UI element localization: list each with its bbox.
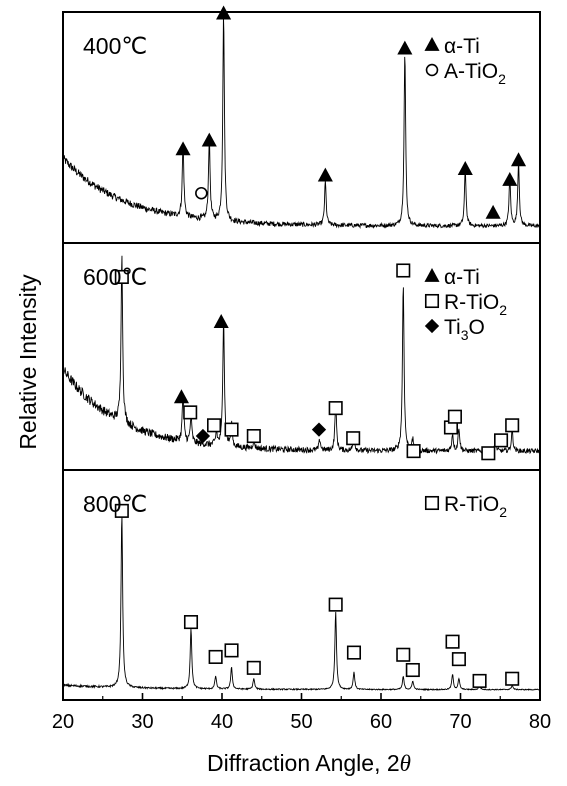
peak-marker-2-3 xyxy=(183,405,198,420)
legend-marker-2-1 xyxy=(424,267,440,282)
temperature-label-1: 400℃ xyxy=(83,33,147,59)
legend-marker-1-2 xyxy=(425,63,439,77)
x-tick-label-40: 40 xyxy=(211,711,233,733)
x-axis-label: Diffraction Angle, 2θ xyxy=(207,750,411,776)
legend-label-subscript: 2 xyxy=(498,71,506,87)
peak-marker-3-6 xyxy=(328,597,343,612)
legend-label-2-3: Ti3O xyxy=(444,316,485,343)
peak-marker-3-13 xyxy=(505,671,520,686)
peak-marker-3-1 xyxy=(114,503,129,518)
legend-label-1-2: A-TiO2 xyxy=(444,60,506,87)
legend-label-1-1: α-Ti xyxy=(444,35,480,58)
legend-marker-1-1 xyxy=(424,36,440,51)
peak-marker-1-2 xyxy=(201,132,217,147)
legend-label-main: α-Ti xyxy=(444,266,480,289)
peak-marker-1-5 xyxy=(397,40,413,55)
legend-marker-3-1 xyxy=(424,495,440,511)
peak-marker-3-5 xyxy=(246,660,261,675)
legend-label-suffix: O xyxy=(469,316,485,339)
legend-label-main: R-TiO xyxy=(444,493,499,516)
temperature-label-2: 600℃ xyxy=(83,264,147,290)
xrd-trace-3 xyxy=(62,516,540,691)
legend-label-subscript: 3 xyxy=(461,327,469,343)
legend-label-main: R-TiO xyxy=(444,291,499,314)
panel-1: 400℃ α-TiA-TiO2 xyxy=(62,5,541,229)
peak-marker-3-11 xyxy=(451,652,466,667)
peak-marker-2-8 xyxy=(246,429,261,444)
peak-marker-3-9 xyxy=(405,662,420,678)
x-tick-label-60: 60 xyxy=(370,711,392,733)
legend-label-2-2: R-TiO2 xyxy=(444,291,507,318)
peak-marker-1-1 xyxy=(175,141,191,156)
peak-marker-2-9 xyxy=(311,422,327,437)
peak-marker-2-12 xyxy=(396,263,411,278)
legend-label-2-1: α-Ti xyxy=(444,266,480,289)
xrd-trace-2 xyxy=(62,255,541,455)
peak-marker-2-11 xyxy=(346,431,361,446)
y-axis-label: Relative Intensity xyxy=(15,274,41,450)
peak-marker-3-2 xyxy=(183,615,199,630)
peak-marker-2-2 xyxy=(173,389,189,404)
legend-label-subscript: 2 xyxy=(499,302,507,318)
peak-marker-1-8 xyxy=(502,172,518,186)
peak-marker-2-10 xyxy=(328,401,343,416)
peak-marker-2-16 xyxy=(481,446,496,461)
legend-label-main: A-TiO xyxy=(444,60,498,83)
legend-label-main: Ti xyxy=(444,316,461,339)
x-tick-label-80: 80 xyxy=(529,711,551,733)
xrd-trace-1 xyxy=(62,15,541,229)
peak-marker-2-17 xyxy=(494,433,509,448)
peak-marker-1-7 xyxy=(485,204,501,219)
x-tick-label-30: 30 xyxy=(131,711,153,733)
peak-marker-1-4 xyxy=(317,167,333,182)
peak-marker-3-3 xyxy=(208,649,223,664)
peak-marker-2-5 xyxy=(207,418,222,433)
peak-marker-1-9 xyxy=(510,152,527,167)
plot-frame xyxy=(62,11,541,701)
x-tick-label-20: 20 xyxy=(52,711,74,733)
peak-marker-2-7 xyxy=(224,422,239,437)
peak-marker-2-18 xyxy=(505,418,520,433)
peak-marker-3-4 xyxy=(224,643,239,658)
peak-marker-3-8 xyxy=(396,647,411,662)
legend-label-3-1: R-TiO2 xyxy=(444,493,507,520)
legend-label-main: α-Ti xyxy=(444,35,480,58)
panel-3: 800℃ R-TiO2 xyxy=(62,491,540,691)
x-tick-label-50: 50 xyxy=(290,711,312,733)
peak-marker-3-10 xyxy=(445,634,460,649)
peak-marker-1-6 xyxy=(457,161,473,175)
temperature-label-3: 800℃ xyxy=(83,491,147,517)
peak-marker-1-10 xyxy=(195,186,208,200)
legend-marker-2-3 xyxy=(424,318,440,334)
x-tick-label-70: 70 xyxy=(449,711,471,733)
peak-marker-3-7 xyxy=(346,645,362,660)
legend-label-subscript: 2 xyxy=(499,504,507,520)
peak-marker-2-6 xyxy=(213,314,229,328)
x-axis-label-text: Diffraction Angle, 2 xyxy=(207,750,400,776)
peak-marker-3-12 xyxy=(472,673,487,688)
peak-marker-2-4 xyxy=(195,428,211,444)
peak-marker-2-1 xyxy=(114,269,129,284)
peak-marker-2-15 xyxy=(447,409,462,424)
x-axis-label-theta: θ xyxy=(400,751,411,776)
legend-marker-2-2 xyxy=(424,293,440,309)
peak-marker-2-13 xyxy=(406,444,421,459)
axes-layer: 20 30 40 50 60 70 80 xyxy=(52,11,551,733)
